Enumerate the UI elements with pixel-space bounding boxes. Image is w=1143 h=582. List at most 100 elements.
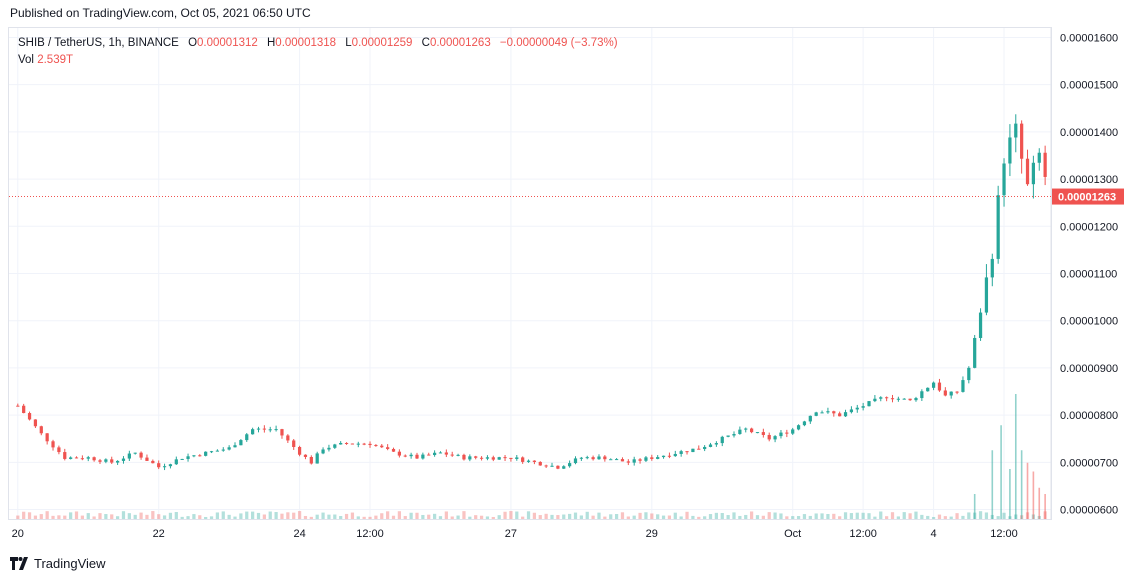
candle-body: [444, 452, 448, 455]
volume-bar: [27, 512, 32, 519]
candle-body: [585, 457, 589, 459]
symbol-info[interactable]: SHIB / TetherUS, 1h, BINANCE: [18, 37, 179, 49]
candle-body: [1031, 162, 1036, 185]
volume-bar: [744, 514, 748, 519]
volume-bar: [579, 515, 583, 519]
candle-body: [339, 442, 343, 445]
volume-bar: [386, 511, 390, 519]
volume-bar: [227, 514, 231, 519]
candle-body: [321, 449, 325, 454]
candle-body: [474, 456, 478, 458]
volume-bar: [503, 511, 507, 519]
candle-body: [468, 456, 472, 460]
candle-body: [521, 457, 525, 462]
candle-body: [121, 458, 126, 461]
volume-bar: [45, 511, 49, 519]
y-tick-label: 0.00001600: [1060, 32, 1118, 44]
volume-bar: [820, 513, 824, 519]
candle-body: [656, 457, 660, 459]
volume-bar: [362, 516, 366, 519]
candle-body: [509, 457, 513, 459]
candle-body: [955, 391, 959, 393]
candle-body: [221, 449, 225, 451]
candle-body: [233, 445, 237, 448]
volume-bar: [186, 516, 190, 519]
volume-bar: [832, 513, 836, 519]
candle-body: [309, 456, 313, 464]
y-tick-label: 0.00001400: [1060, 127, 1118, 139]
volume-bar: [474, 515, 478, 519]
candle-body: [386, 447, 390, 449]
volume-bar: [591, 515, 595, 519]
volume-bar: [867, 513, 871, 519]
volume-bar: [374, 515, 378, 519]
candle-body: [33, 419, 38, 427]
candle-body: [391, 448, 396, 452]
candle-body: [990, 258, 994, 278]
volume-spike-bar: [973, 494, 976, 519]
volume-bar: [397, 511, 401, 519]
volume-bar: [456, 515, 460, 519]
candle-body: [1043, 152, 1047, 177]
candle-body: [139, 452, 143, 458]
low-label: L: [345, 37, 352, 49]
volume-spike-bar: [1044, 494, 1046, 519]
volume-bar: [761, 515, 765, 519]
candle-body: [438, 452, 443, 454]
candle-body: [861, 406, 865, 408]
volume-bar: [726, 515, 730, 519]
candle-body: [1014, 123, 1018, 138]
volume-bar: [515, 511, 519, 519]
candle-body: [1002, 163, 1006, 196]
candle-body: [526, 460, 531, 462]
candle-body: [80, 458, 84, 460]
volume-spike-bar: [1032, 471, 1035, 519]
high-value: 0.00001318: [275, 37, 337, 49]
candle-body: [315, 453, 319, 464]
y-tick-label: 0.00001100: [1060, 269, 1117, 281]
candle-body: [779, 432, 783, 437]
volume-bar: [86, 513, 90, 519]
candle-body: [931, 382, 936, 388]
candle-body: [814, 412, 818, 416]
volume-bar: [544, 513, 548, 519]
candle-body: [74, 457, 79, 459]
candle-body: [286, 435, 290, 441]
candle-body: [890, 398, 895, 400]
candle-body: [879, 397, 883, 399]
volume-bar: [996, 516, 1000, 519]
candle-body: [344, 442, 349, 444]
x-tick-label: 29: [646, 528, 658, 540]
volume-bar: [585, 511, 589, 519]
candle-body: [691, 448, 695, 453]
volume-bar: [843, 512, 848, 519]
tradingview-brand[interactable]: TradingView: [10, 556, 106, 571]
candle-body: [961, 380, 965, 392]
volume-bar: [22, 511, 26, 519]
candle-body: [720, 436, 724, 444]
volume-bar: [174, 512, 178, 519]
x-tick-label: 24: [293, 528, 305, 540]
chart-legend: SHIB / TetherUS, 1h, BINANCE O0.00001312…: [18, 35, 618, 69]
volume-bar: [791, 516, 795, 519]
volume-bar: [538, 515, 542, 519]
volume-bar: [356, 516, 360, 519]
volume-bar: [115, 516, 120, 519]
open-label: O: [188, 37, 198, 49]
last-price-label: 0.00001263: [1058, 192, 1116, 204]
candle-body: [356, 443, 360, 445]
candle-body: [151, 460, 155, 464]
volume-bar: [239, 513, 243, 519]
volume-bar: [556, 515, 560, 519]
volume-bar: [133, 514, 137, 519]
volume-bar: [568, 513, 572, 519]
candle-body: [362, 443, 366, 445]
tradingview-logo-icon: [10, 556, 28, 570]
volume-bar: [415, 512, 419, 519]
candle-body: [732, 433, 736, 436]
candle-body: [503, 457, 507, 459]
volume-bar: [814, 513, 818, 519]
candle-body: [703, 446, 707, 450]
candle-body: [885, 397, 889, 399]
